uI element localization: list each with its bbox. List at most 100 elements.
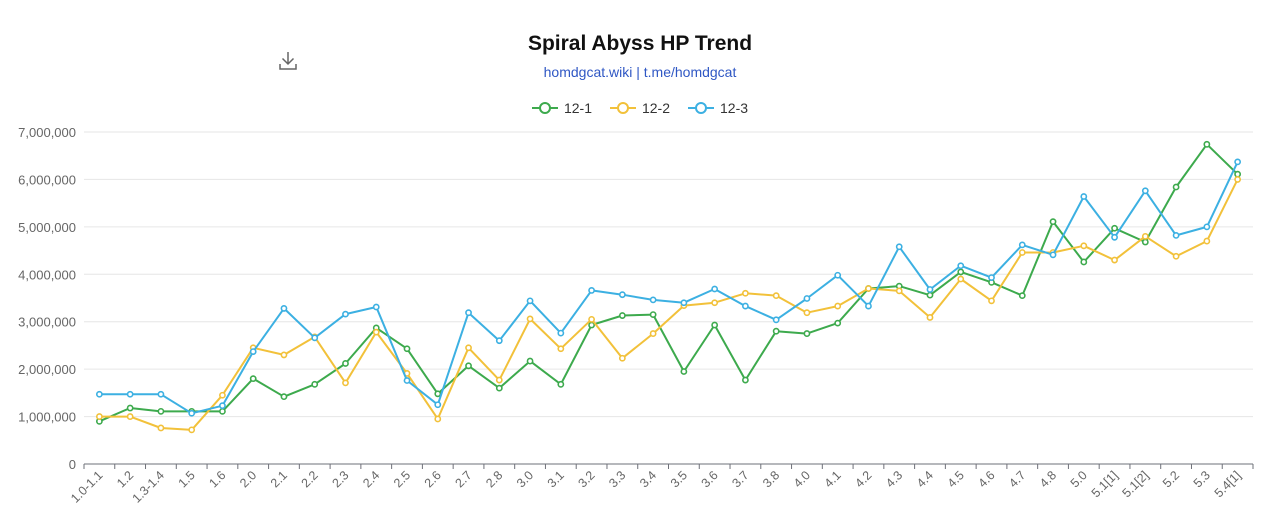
data-point	[557, 329, 565, 337]
data-point	[1080, 193, 1088, 200]
data-point	[465, 362, 472, 370]
data-point	[434, 415, 442, 423]
data-point	[1049, 218, 1057, 226]
chart-subtitle[interactable]: homdgcat.wiki | t.me/homdgcat	[543, 64, 737, 80]
y-tick-label: 7,000,000	[18, 125, 76, 140]
y-tick-label: 5,000,000	[18, 220, 76, 235]
x-tick-label: 2.3	[329, 468, 351, 490]
data-point	[1111, 224, 1118, 232]
data-point	[157, 424, 165, 432]
x-tick-label: 1.3-1.4	[130, 468, 167, 505]
chart-legend: 12-1 12-2 12-3	[0, 100, 1280, 116]
data-point	[618, 354, 626, 362]
x-tick-label: 2.1	[268, 468, 290, 490]
data-point	[342, 360, 349, 367]
download-icon[interactable]	[277, 50, 299, 72]
data-point	[1172, 231, 1180, 239]
data-point	[495, 384, 503, 392]
series-line	[99, 161, 1239, 415]
data-point	[1203, 140, 1211, 148]
data-point	[865, 285, 872, 292]
data-point	[1172, 252, 1180, 260]
data-point	[618, 312, 626, 319]
data-point	[803, 330, 811, 337]
x-tick-label: 4.1	[822, 468, 844, 490]
data-point	[526, 297, 534, 305]
data-point	[680, 368, 688, 375]
legend-label: 12-2	[641, 100, 671, 116]
data-point	[1018, 241, 1026, 249]
data-point	[1172, 183, 1180, 191]
data-point	[957, 268, 965, 276]
series-12-1	[95, 140, 1242, 425]
data-point	[219, 402, 226, 410]
data-point	[895, 287, 903, 295]
chart-title: Spiral Abyss HP Trend	[527, 32, 753, 55]
data-point	[834, 302, 842, 310]
data-point	[895, 243, 903, 251]
x-tick-label: 2.2	[299, 468, 321, 490]
data-point	[649, 296, 657, 304]
data-point	[1203, 223, 1211, 231]
data-point	[1234, 158, 1242, 166]
data-point	[1080, 258, 1088, 266]
data-point	[280, 305, 288, 312]
data-point	[249, 348, 257, 355]
data-point	[188, 409, 196, 417]
data-point	[557, 345, 565, 353]
data-point	[311, 334, 319, 342]
data-point	[495, 376, 503, 384]
data-point	[1141, 232, 1149, 240]
x-tick-label: 3.2	[576, 468, 598, 490]
x-tick-label: 4.2	[852, 468, 874, 490]
data-point	[434, 401, 442, 409]
legend-marker-icon	[609, 102, 636, 114]
data-point	[157, 390, 165, 398]
data-point	[772, 316, 780, 324]
data-point	[1111, 256, 1118, 264]
legend-item-12-2[interactable]: 12-2	[609, 100, 671, 116]
legend-label: 12-1	[563, 100, 592, 116]
data-point	[1203, 237, 1211, 245]
data-point	[95, 413, 103, 420]
data-point	[1141, 238, 1149, 246]
data-point	[526, 357, 534, 365]
legend-item-12-1[interactable]: 12-1	[531, 100, 592, 116]
data-point	[711, 299, 719, 307]
y-tick-label: 2,000,000	[18, 362, 76, 377]
data-point	[1141, 187, 1149, 195]
data-point	[742, 376, 749, 384]
data-point	[126, 404, 134, 412]
data-point	[988, 297, 995, 305]
x-tick-label: 1.2	[114, 468, 136, 490]
data-point	[711, 321, 719, 329]
x-tick-label: 5.2	[1160, 468, 1182, 490]
data-point	[1018, 249, 1026, 256]
x-tick-label: 3.4	[637, 468, 659, 490]
data-point	[95, 390, 103, 398]
legend-marker-icon	[688, 102, 715, 114]
data-point	[588, 315, 595, 323]
data-point	[465, 309, 472, 317]
x-tick-label: 4.7	[1006, 468, 1028, 490]
data-point	[1049, 251, 1057, 259]
data-point	[649, 330, 657, 337]
data-point	[926, 291, 934, 299]
data-point	[372, 328, 380, 336]
x-tick-label: 4.3	[883, 468, 905, 490]
y-tick-label: 1,000,000	[18, 410, 76, 425]
legend-item-12-3[interactable]: 12-3	[688, 100, 748, 116]
data-point	[1234, 176, 1242, 183]
data-point	[865, 302, 872, 310]
data-point	[372, 303, 380, 311]
x-tick-label: 4.0	[791, 468, 813, 490]
series-line	[99, 143, 1239, 423]
x-tick-label: 5.1[1]	[1089, 468, 1121, 500]
data-point	[772, 292, 780, 300]
x-tick-label: 2.6	[422, 468, 444, 490]
data-point	[526, 315, 534, 323]
x-tick-label: 3.3	[606, 468, 628, 490]
x-tick-label: 3.0	[514, 468, 536, 490]
